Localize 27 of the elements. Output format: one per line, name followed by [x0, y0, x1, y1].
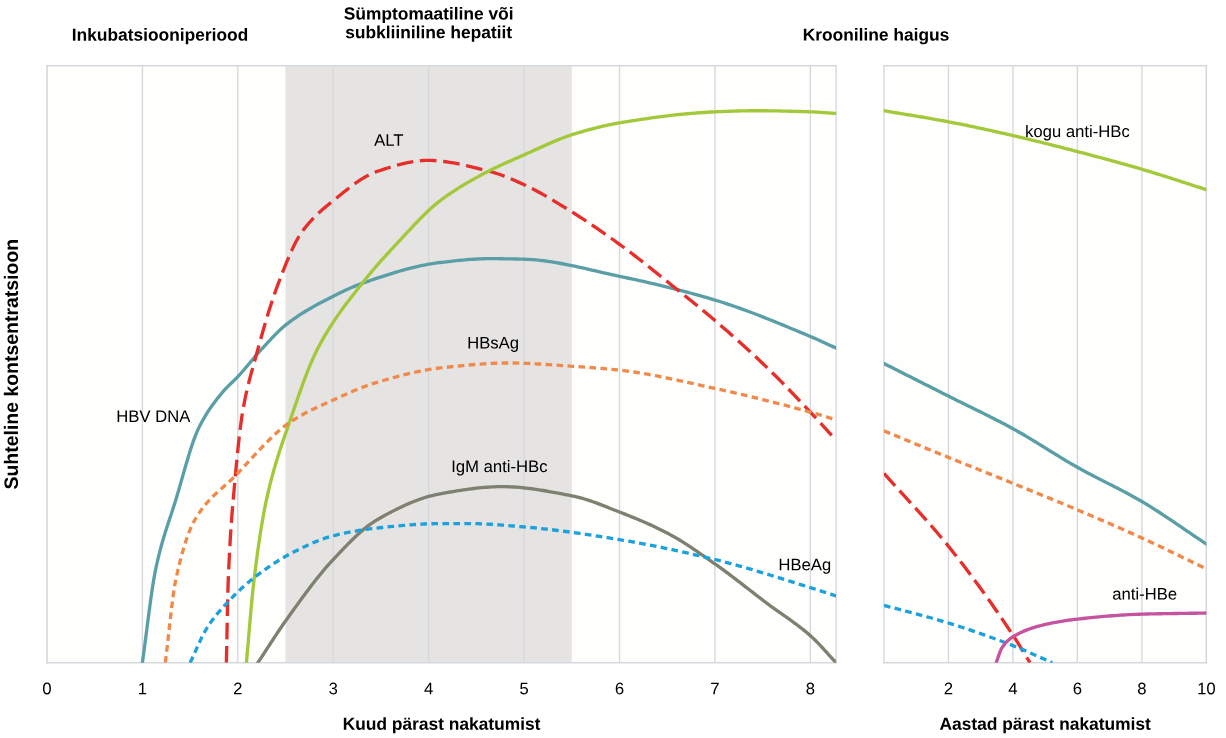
x-axis-title: Kuud pärast nakatumist	[343, 717, 541, 734]
x-tick-label: 10	[1198, 682, 1215, 695]
x-tick-label: 2	[944, 682, 953, 695]
x-tick-label: 0	[42, 682, 51, 695]
x-tick-label: 1	[139, 682, 147, 695]
x-tick-label: 7	[711, 682, 719, 695]
x-tick-label: 8	[1137, 682, 1146, 695]
x-tick-label: 2	[234, 682, 242, 695]
x-tick-label: 4	[424, 682, 433, 695]
x-tick-label: 6	[615, 682, 624, 695]
series-label: anti-HBe	[1112, 587, 1177, 600]
series-label: HBeAg	[779, 558, 831, 574]
text: Inkubatsiooniperiood	[72, 28, 248, 45]
x-axis-title: Aastad pärast nakatumist	[939, 717, 1151, 734]
x-tick-label: 3	[329, 682, 338, 695]
band-label: Sümptomaatiline või subkliiniline hepatiit	[344, 6, 513, 42]
x-tick-label: 6	[1073, 682, 1082, 695]
text: Krooniline haigus	[803, 28, 949, 45]
y-axis-title: Suhteline kontsentratsioon	[3, 240, 19, 489]
series-label: ALT	[374, 134, 404, 146]
series-label: IgM anti-HBc	[452, 459, 548, 476]
x-tick-label: 8	[806, 682, 815, 695]
x-tick-label: 4	[1008, 682, 1018, 695]
series-label: HBsAg	[468, 336, 518, 352]
x-tick-label: 5	[520, 682, 529, 695]
series-label: HBV DNA	[117, 410, 191, 422]
series-label: kogu anti-HBc	[1026, 124, 1130, 141]
